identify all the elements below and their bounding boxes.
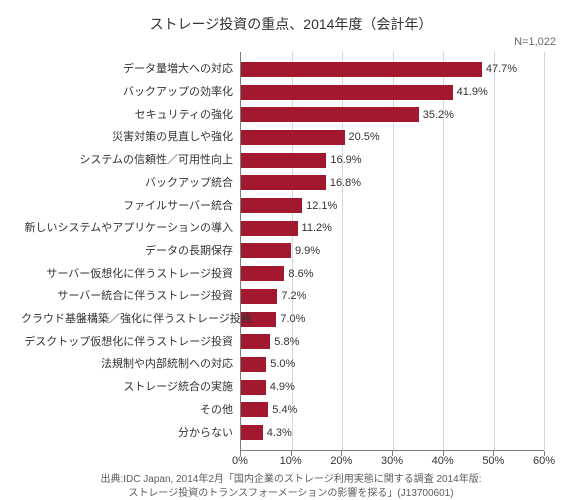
bar-label: システムの信頼性／可用性向上	[21, 154, 241, 166]
bar-value: 41.9%	[457, 86, 488, 98]
bar	[241, 289, 277, 304]
bar	[241, 266, 284, 281]
bar-value: 11.2%	[302, 222, 332, 234]
bar-row: データの長期保存9.9%	[241, 240, 544, 263]
bar-label: デスクトップ仮想化に伴うストレージ投資	[21, 336, 241, 348]
bar-value: 12.1%	[306, 200, 337, 212]
x-tick-label: 40%	[432, 455, 454, 467]
bar	[241, 198, 302, 213]
x-tick-label: 20%	[330, 455, 352, 467]
bar-label: データの長期保存	[21, 245, 241, 257]
bar	[241, 62, 482, 77]
plot-area: データ量増大への対応47.7%バックアップの効率化41.9%セキュリティの強化3…	[240, 52, 544, 451]
bar-label: 新しいシステムやアプリケーションの導入	[21, 222, 241, 234]
bar-value: 4.3%	[267, 427, 292, 439]
bar	[241, 402, 268, 417]
bar-value: 5.8%	[274, 336, 299, 348]
bar-label: 分からない	[21, 427, 241, 439]
bar-row: データ量増大への対応47.7%	[241, 58, 544, 81]
x-tick-label: 30%	[381, 455, 403, 467]
bar-row: 災害対策の見直しや強化20.5%	[241, 126, 544, 149]
bar-label: サーバー統合に伴うストレージ投資	[21, 290, 241, 302]
bar-label: 災害対策の見直しや強化	[21, 131, 241, 143]
chart-title: ストレージ投資の重点、2014年度（会計年）	[20, 14, 562, 34]
bar-label: 法規制や内部統制への対応	[21, 358, 241, 370]
source-line-2: ストレージ投資のトランスフォーメーションの影響を探る」(J13700601)	[128, 488, 453, 499]
bar-label: バックアップの効率化	[21, 86, 241, 98]
bar-value: 5.0%	[270, 358, 295, 370]
bar-row: デスクトップ仮想化に伴うストレージ投資5.8%	[241, 330, 544, 353]
bar-label: バックアップ統合	[21, 177, 241, 189]
sample-size-label: N=1,022	[20, 36, 562, 48]
bar-row: ファイルサーバー統合12.1%	[241, 194, 544, 217]
bar	[241, 243, 291, 258]
x-tick-label: 50%	[482, 455, 504, 467]
bar	[241, 130, 345, 145]
bar-label: データ量増大への対応	[21, 63, 241, 75]
bar	[241, 380, 266, 395]
bar-label: セキュリティの強化	[21, 109, 241, 121]
bar-row: サーバー統合に伴うストレージ投資7.2%	[241, 285, 544, 308]
bar	[241, 107, 419, 122]
bar	[241, 85, 453, 100]
bar-row: セキュリティの強化35.2%	[241, 103, 544, 126]
bar	[241, 153, 326, 168]
bar-row: クラウド基盤構築／強化に伴うストレージ投資7.0%	[241, 308, 544, 331]
gridline	[544, 52, 545, 450]
bar-value: 35.2%	[423, 109, 454, 121]
source-line-1: 出典:IDC Japan, 2014年2月「国内企業のストレージ利用実態に関する…	[101, 474, 482, 485]
storage-investment-chart: ストレージ投資の重点、2014年度（会計年） N=1,022 データ量増大への対…	[0, 0, 582, 500]
bar	[241, 425, 263, 440]
bar-label: その他	[21, 404, 241, 416]
bar-value: 7.2%	[281, 290, 306, 302]
bar-value: 20.5%	[349, 131, 380, 143]
bar-row: バックアップの効率化41.9%	[241, 81, 544, 104]
bar-row: ストレージ統合の実施4.9%	[241, 376, 544, 399]
bar-row: サーバー仮想化に伴うストレージ投資8.6%	[241, 262, 544, 285]
bar	[241, 334, 270, 349]
bar-value: 8.6%	[288, 268, 313, 280]
bar-row: 分からない4.3%	[241, 421, 544, 444]
x-tick-label: 0%	[232, 455, 248, 467]
bar-row: 法規制や内部統制への対応5.0%	[241, 353, 544, 376]
x-tick-label: 10%	[280, 455, 302, 467]
bar-label: ファイルサーバー統合	[21, 200, 241, 212]
source-citation: 出典:IDC Japan, 2014年2月「国内企業のストレージ利用実態に関する…	[20, 473, 562, 500]
bar-value: 9.9%	[295, 245, 320, 257]
bar	[241, 221, 298, 236]
bars-container: データ量増大への対応47.7%バックアップの効率化41.9%セキュリティの強化3…	[241, 52, 544, 450]
bar-value: 16.8%	[330, 177, 361, 189]
bar-value: 7.0%	[280, 313, 305, 325]
bar-row: バックアップ統合16.8%	[241, 172, 544, 195]
bar-row: その他5.4%	[241, 399, 544, 422]
bar-label: クラウド基盤構築／強化に伴うストレージ投資	[21, 313, 241, 325]
bar-row: システムの信頼性／可用性向上16.9%	[241, 149, 544, 172]
bar	[241, 357, 266, 372]
bar-value: 16.9%	[330, 154, 361, 166]
x-axis-ticks: 0%10%20%30%40%50%60%	[240, 451, 544, 469]
bar-label: サーバー仮想化に伴うストレージ投資	[21, 268, 241, 280]
bar-label: ストレージ統合の実施	[21, 381, 241, 393]
bar-value: 4.9%	[270, 381, 295, 393]
x-tick-label: 60%	[533, 455, 555, 467]
bar-value: 47.7%	[486, 63, 517, 75]
bar	[241, 175, 326, 190]
bar-value: 5.4%	[272, 404, 297, 416]
bar-row: 新しいシステムやアプリケーションの導入11.2%	[241, 217, 544, 240]
